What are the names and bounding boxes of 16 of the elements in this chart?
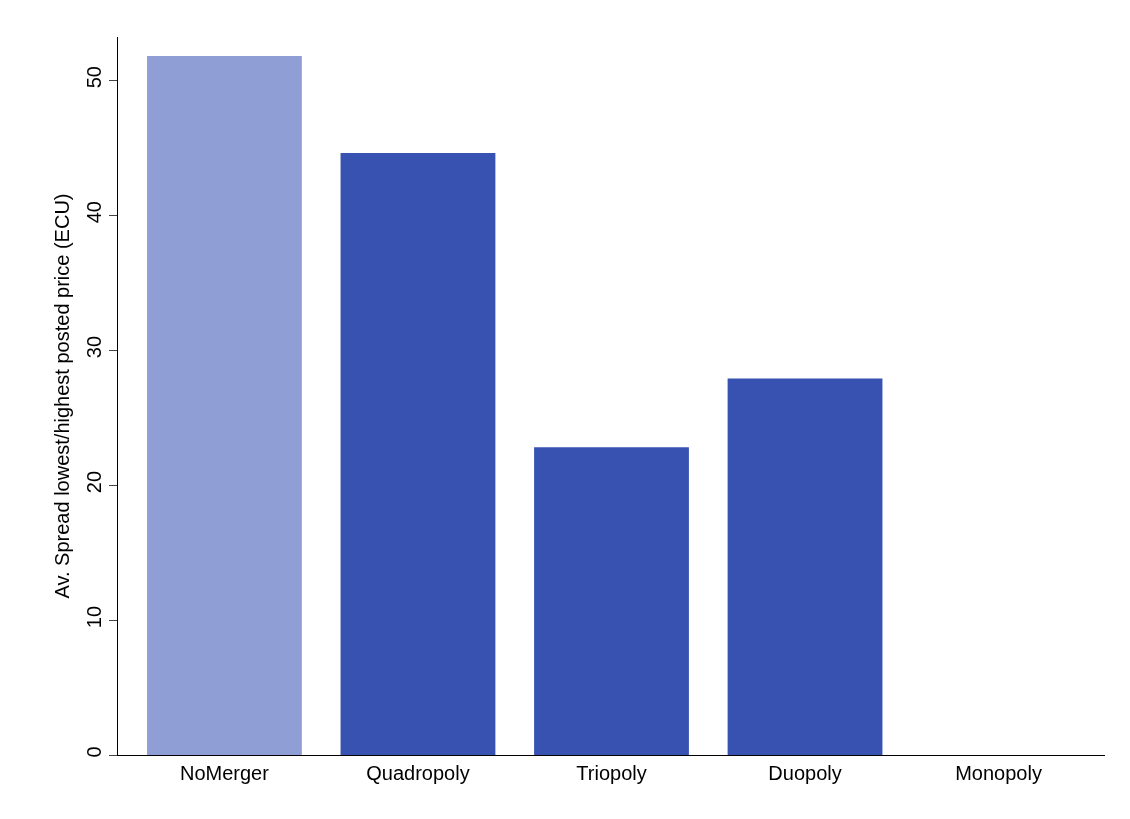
y-axis-title: Av. Spread lowest/highest posted price (ECU) <box>50 193 73 599</box>
y-tick-label: 10 <box>83 605 105 629</box>
bar <box>727 378 883 755</box>
x-tick-label: Monopoly <box>955 762 1042 784</box>
x-tick-label: Quadropoly <box>366 762 470 784</box>
bar <box>534 447 689 755</box>
x-tick-label: NoMerger <box>179 762 270 784</box>
y-tick-label: 30 <box>83 335 105 359</box>
bar <box>147 55 302 755</box>
y-tick-label: 50 <box>83 66 105 89</box>
x-tick-label: Triopoly <box>576 762 647 784</box>
y-tick-label: 40 <box>83 201 105 224</box>
x-tick-label: Duopoly <box>768 762 842 784</box>
bar <box>340 153 496 755</box>
y-tick-label: 0 <box>83 746 105 758</box>
y-tick-label: 20 <box>83 470 105 494</box>
